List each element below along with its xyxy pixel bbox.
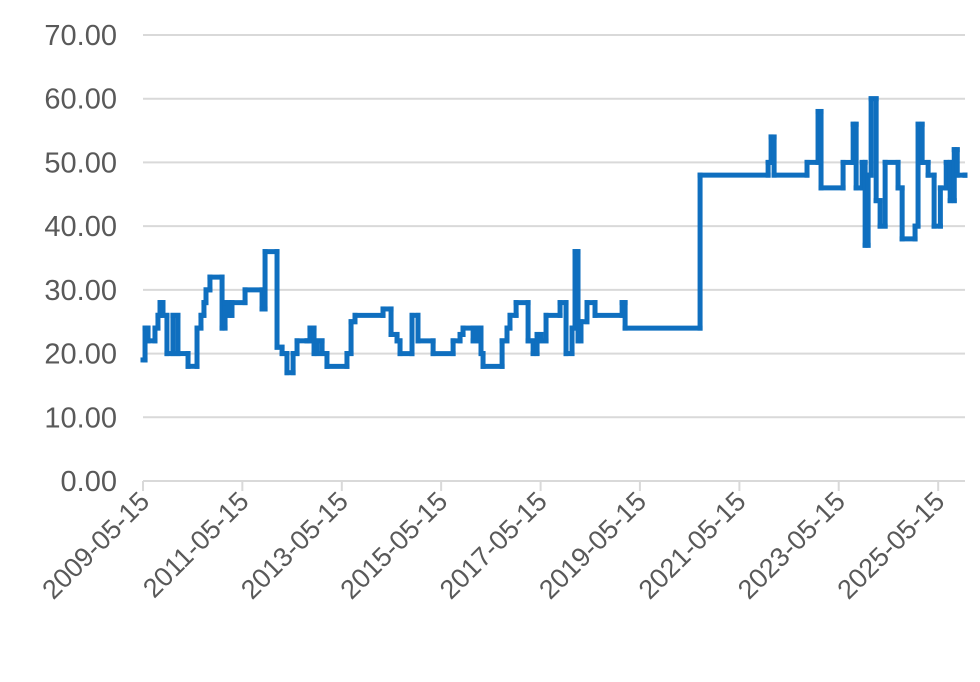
- x-tick-label: 2017-05-15: [434, 486, 553, 605]
- x-tick-label: 2019-05-15: [533, 486, 652, 605]
- x-tick-label: 2013-05-15: [235, 486, 354, 605]
- x-tick-label: 2025-05-15: [832, 486, 951, 605]
- x-tick-label: 2015-05-15: [334, 486, 453, 605]
- y-tick-label: 60.00: [44, 84, 117, 116]
- y-tick-label: 40.00: [44, 211, 117, 243]
- y-tick-label: 20.00: [44, 339, 117, 371]
- x-tick-label: 2023-05-15: [732, 486, 851, 605]
- y-tick-label: 50.00: [44, 147, 117, 179]
- y-tick-label: 70.00: [44, 20, 117, 52]
- y-tick-label: 10.00: [44, 402, 117, 434]
- y-tick-label: 0.00: [61, 466, 117, 498]
- y-tick-label: 30.00: [44, 275, 117, 307]
- x-tick-label: 2021-05-15: [633, 486, 752, 605]
- x-tick-label: 2009-05-15: [36, 486, 155, 605]
